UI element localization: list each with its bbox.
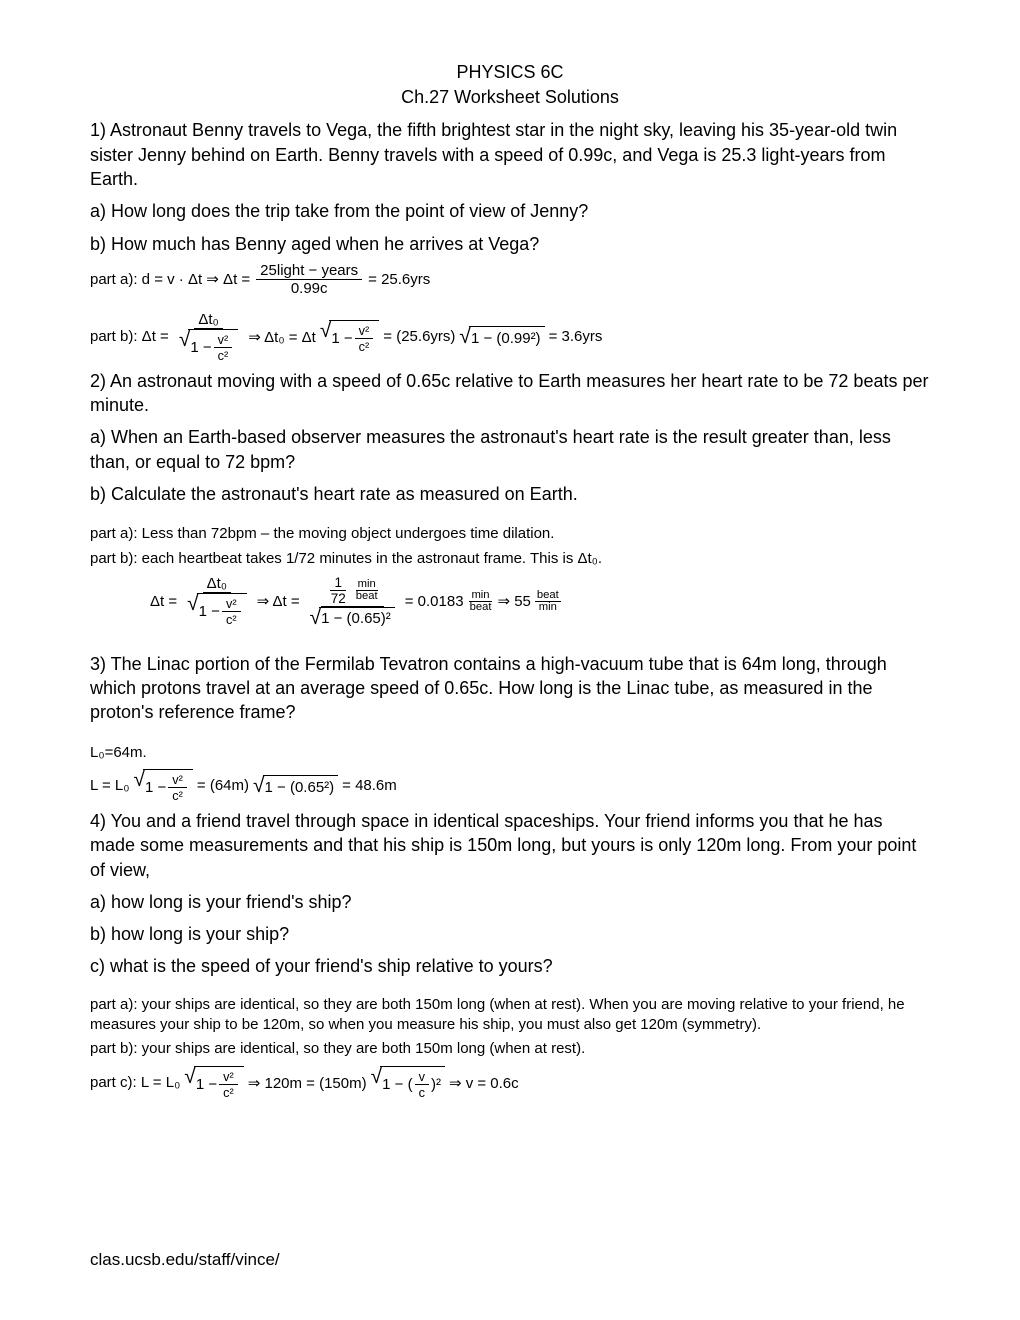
p1a-fraction: 25light − years 0.99c (256, 262, 362, 297)
problem-2-text: 2) An astronaut moving with a speed of 0… (90, 369, 930, 418)
p1b-sqrt2: √ 1 − v²c² (320, 320, 379, 354)
p2-mid: ⇒ Δt = (257, 592, 300, 610)
p3-f2: = (64m) (197, 777, 249, 794)
problem-4a: a) how long is your friend's ship? (90, 890, 930, 914)
worksheet-subtitle: Ch.27 Worksheet Solutions (90, 85, 930, 110)
p1b-frac1: Δt₀ √ 1 − v²c² (175, 311, 242, 363)
p1a-den: 0.99c (287, 280, 332, 297)
p1b-eq2: = (25.6yrs) (383, 328, 455, 345)
p4c-label: part c): L = L₀ (90, 1074, 180, 1091)
p3-res: = 48.6m (342, 777, 397, 794)
problem-2-sol-b: part b): each heartbeat takes 1/72 minut… (90, 549, 930, 569)
problem-4-text: 4) You and a friend travel through space… (90, 809, 930, 882)
p3-sqrt2: √ 1 − (0.65²) (253, 775, 338, 796)
p2-start: Δt = (150, 593, 177, 610)
p1a-result: = 25.6yrs (368, 271, 430, 288)
problem-2-formula: Δt = Δt₀ √1 − v²c² ⇒ Δt = 172 minbeat √1… (150, 575, 930, 628)
p2-unit2: beatmin (535, 590, 561, 614)
p3-f1: L = L₀ (90, 777, 129, 794)
p1b-label: part b): Δt = (90, 328, 169, 345)
p1b-sqrt3: √ 1 − (0.99²) (459, 326, 544, 347)
p1b-dt0: Δt₀ (194, 311, 222, 329)
p4c-sqrt1: √ 1 − v²c² (184, 1066, 243, 1100)
problem-3-l0: L₀=64m. (90, 743, 930, 763)
problem-1-solution-b: part b): Δt = Δt₀ √ 1 − v²c² ⇒ Δt₀ = Δt … (90, 311, 930, 363)
page-title: PHYSICS 6C Ch.27 Worksheet Solutions (90, 60, 930, 110)
problem-1-text: 1) Astronaut Benny travels to Vega, the … (90, 118, 930, 191)
sqrt-icon: √ 1 − v²c² (179, 329, 238, 363)
problem-4-sol-a: part a): your ships are identical, so th… (90, 995, 930, 1036)
problem-2-sol-a: part a): Less than 72bpm – the moving ob… (90, 524, 930, 544)
problem-4-sol-b: part b): your ships are identical, so th… (90, 1039, 930, 1059)
problem-4-sol-c: part c): L = L₀ √ 1 − v²c² ⇒ 120m = (150… (90, 1066, 930, 1100)
p2-res: = 0.0183 (405, 593, 464, 610)
p1a-label: part a): d = v · Δt ⇒ Δt = (90, 270, 250, 288)
problem-1b: b) How much has Benny aged when he arriv… (90, 232, 930, 256)
problem-3-formula: L = L₀ √ 1 − v²c² = (64m) √ 1 − (0.65²) … (90, 769, 930, 803)
problem-3-text: 3) The Linac portion of the Fermilab Tev… (90, 652, 930, 725)
p3-sqrt1: √ 1 − v²c² (133, 769, 192, 803)
p4c-res: ⇒ v = 0.6c (449, 1074, 519, 1092)
problem-4c: c) what is the speed of your friend's sh… (90, 954, 930, 978)
page-footer: clas.ucsb.edu/staff/vince/ (90, 1250, 280, 1270)
problem-2b: b) Calculate the astronaut's heart rate … (90, 482, 930, 506)
problem-1a: a) How long does the trip take from the … (90, 199, 930, 223)
problem-1-solution-a: part a): d = v · Δt ⇒ Δt = 25light − yea… (90, 262, 930, 297)
p4c-sqrt2: √ 1 − (vc)² (371, 1066, 445, 1100)
p1b-eq1: ⇒ Δt₀ = Δt (248, 328, 316, 346)
problem-4b: b) how long is your ship? (90, 922, 930, 946)
course-title: PHYSICS 6C (90, 60, 930, 85)
p2-frac1: Δt₀ √1 − v²c² (183, 575, 250, 627)
problem-2a: a) When an Earth-based observer measures… (90, 425, 930, 474)
p2-unit1: minbeat (468, 590, 494, 614)
p1b-eq3: = 3.6yrs (549, 328, 603, 345)
p4c-mid: ⇒ 120m = (150m) (248, 1074, 367, 1092)
p1a-num: 25light − years (256, 262, 362, 280)
p2-frac2: 172 minbeat √1 − (0.65)² (306, 575, 399, 628)
p2-arrow: ⇒ 55 (497, 592, 530, 610)
